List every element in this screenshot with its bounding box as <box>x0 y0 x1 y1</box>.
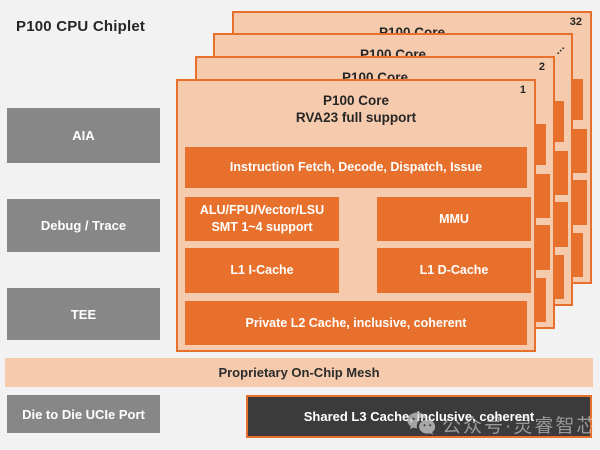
block-mmu: MMU <box>377 197 531 241</box>
block-l1-icache-label: L1 I-Cache <box>230 263 294 277</box>
core-card-index-label: 32 <box>569 16 582 28</box>
side-module-tee-label: TEE <box>70 306 97 322</box>
watermark: 公众号·灵睿智芯 <box>406 411 597 438</box>
core-card: 1 P100 Core RVA23 full support Instructi… <box>176 79 536 352</box>
block-instruction-fetch: Instruction Fetch, Decode, Dispatch, Iss… <box>185 147 527 188</box>
core-title: P100 Core RVA23 full support <box>178 92 534 126</box>
side-module-aia: AIA <box>7 108 160 163</box>
side-module-tee: TEE <box>7 288 160 340</box>
on-chip-mesh-label: Proprietary On-Chip Mesh <box>218 365 380 380</box>
side-module-die-to-die-ucie-port-label: Die to Die UCIe Port <box>22 406 145 422</box>
block-l2-cache-label: Private L2 Cache, inclusive, coherent <box>245 315 467 330</box>
side-module-debug-trace-label: Debug / Trace <box>40 218 127 233</box>
block-l1-icache: L1 I-Cache <box>185 248 339 293</box>
core-card-index-label: 2 <box>538 61 545 73</box>
block-mmu-label: MMU <box>439 211 469 226</box>
side-module-die-to-die-ucie-port: Die to Die UCIe Port <box>7 395 160 433</box>
side-module-aia-label: AIA <box>72 128 95 143</box>
core-title-line2: RVA23 full support <box>295 110 417 125</box>
core-card-index-label: 1 <box>519 84 526 96</box>
block-alu-label-line1: ALU/FPU/Vector/LSU <box>199 203 325 217</box>
diagram-title: P100 CPU Chiplet <box>16 18 146 35</box>
block-instruction-fetch-label: Instruction Fetch, Decode, Dispatch, Iss… <box>229 160 483 174</box>
block-alu-fpu-vector-lsu: ALU/FPU/Vector/LSU SMT 1~4 support <box>185 197 339 241</box>
block-alu-label-line2: SMT 1~4 support <box>211 220 313 234</box>
block-l2-cache: Private L2 Cache, inclusive, coherent <box>185 301 527 345</box>
core-title-line1: P100 Core <box>322 93 390 108</box>
shared-l3-cache-box: Shared L3 Cache, inclusive, coherent <box>246 395 592 438</box>
on-chip-mesh-bar: Proprietary On-Chip Mesh <box>5 358 593 387</box>
block-l1-dcache-label: L1 D-Cache <box>419 263 489 277</box>
block-l1-dcache: L1 D-Cache <box>377 248 531 293</box>
side-module-debug-trace: Debug / Trace <box>7 199 160 252</box>
watermark-text: 公众号·灵睿智芯 <box>442 416 598 437</box>
wechat-icon <box>407 412 436 435</box>
